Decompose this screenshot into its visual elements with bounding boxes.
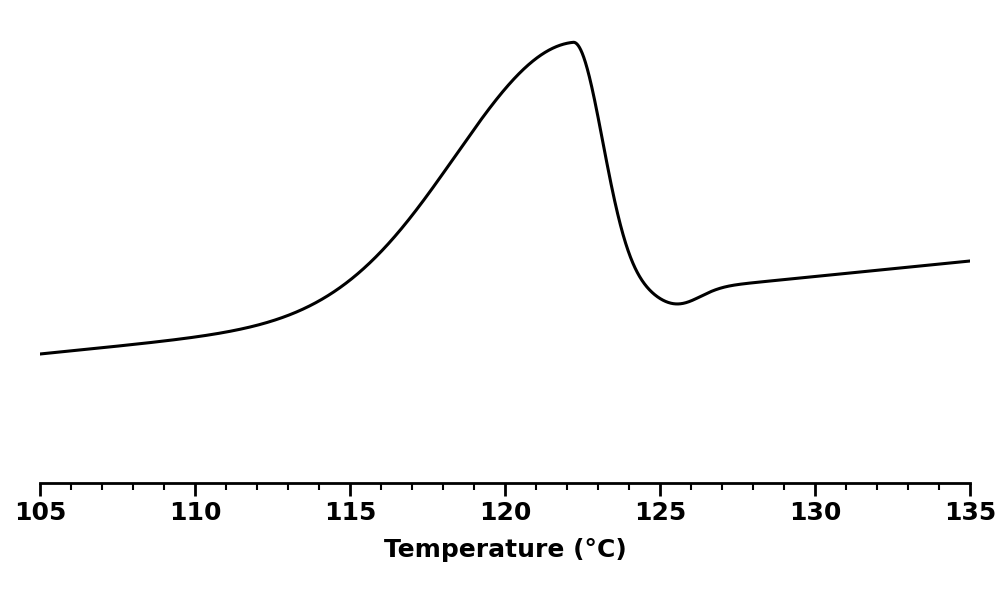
X-axis label: Temperature (°C): Temperature (°C)	[384, 538, 626, 562]
